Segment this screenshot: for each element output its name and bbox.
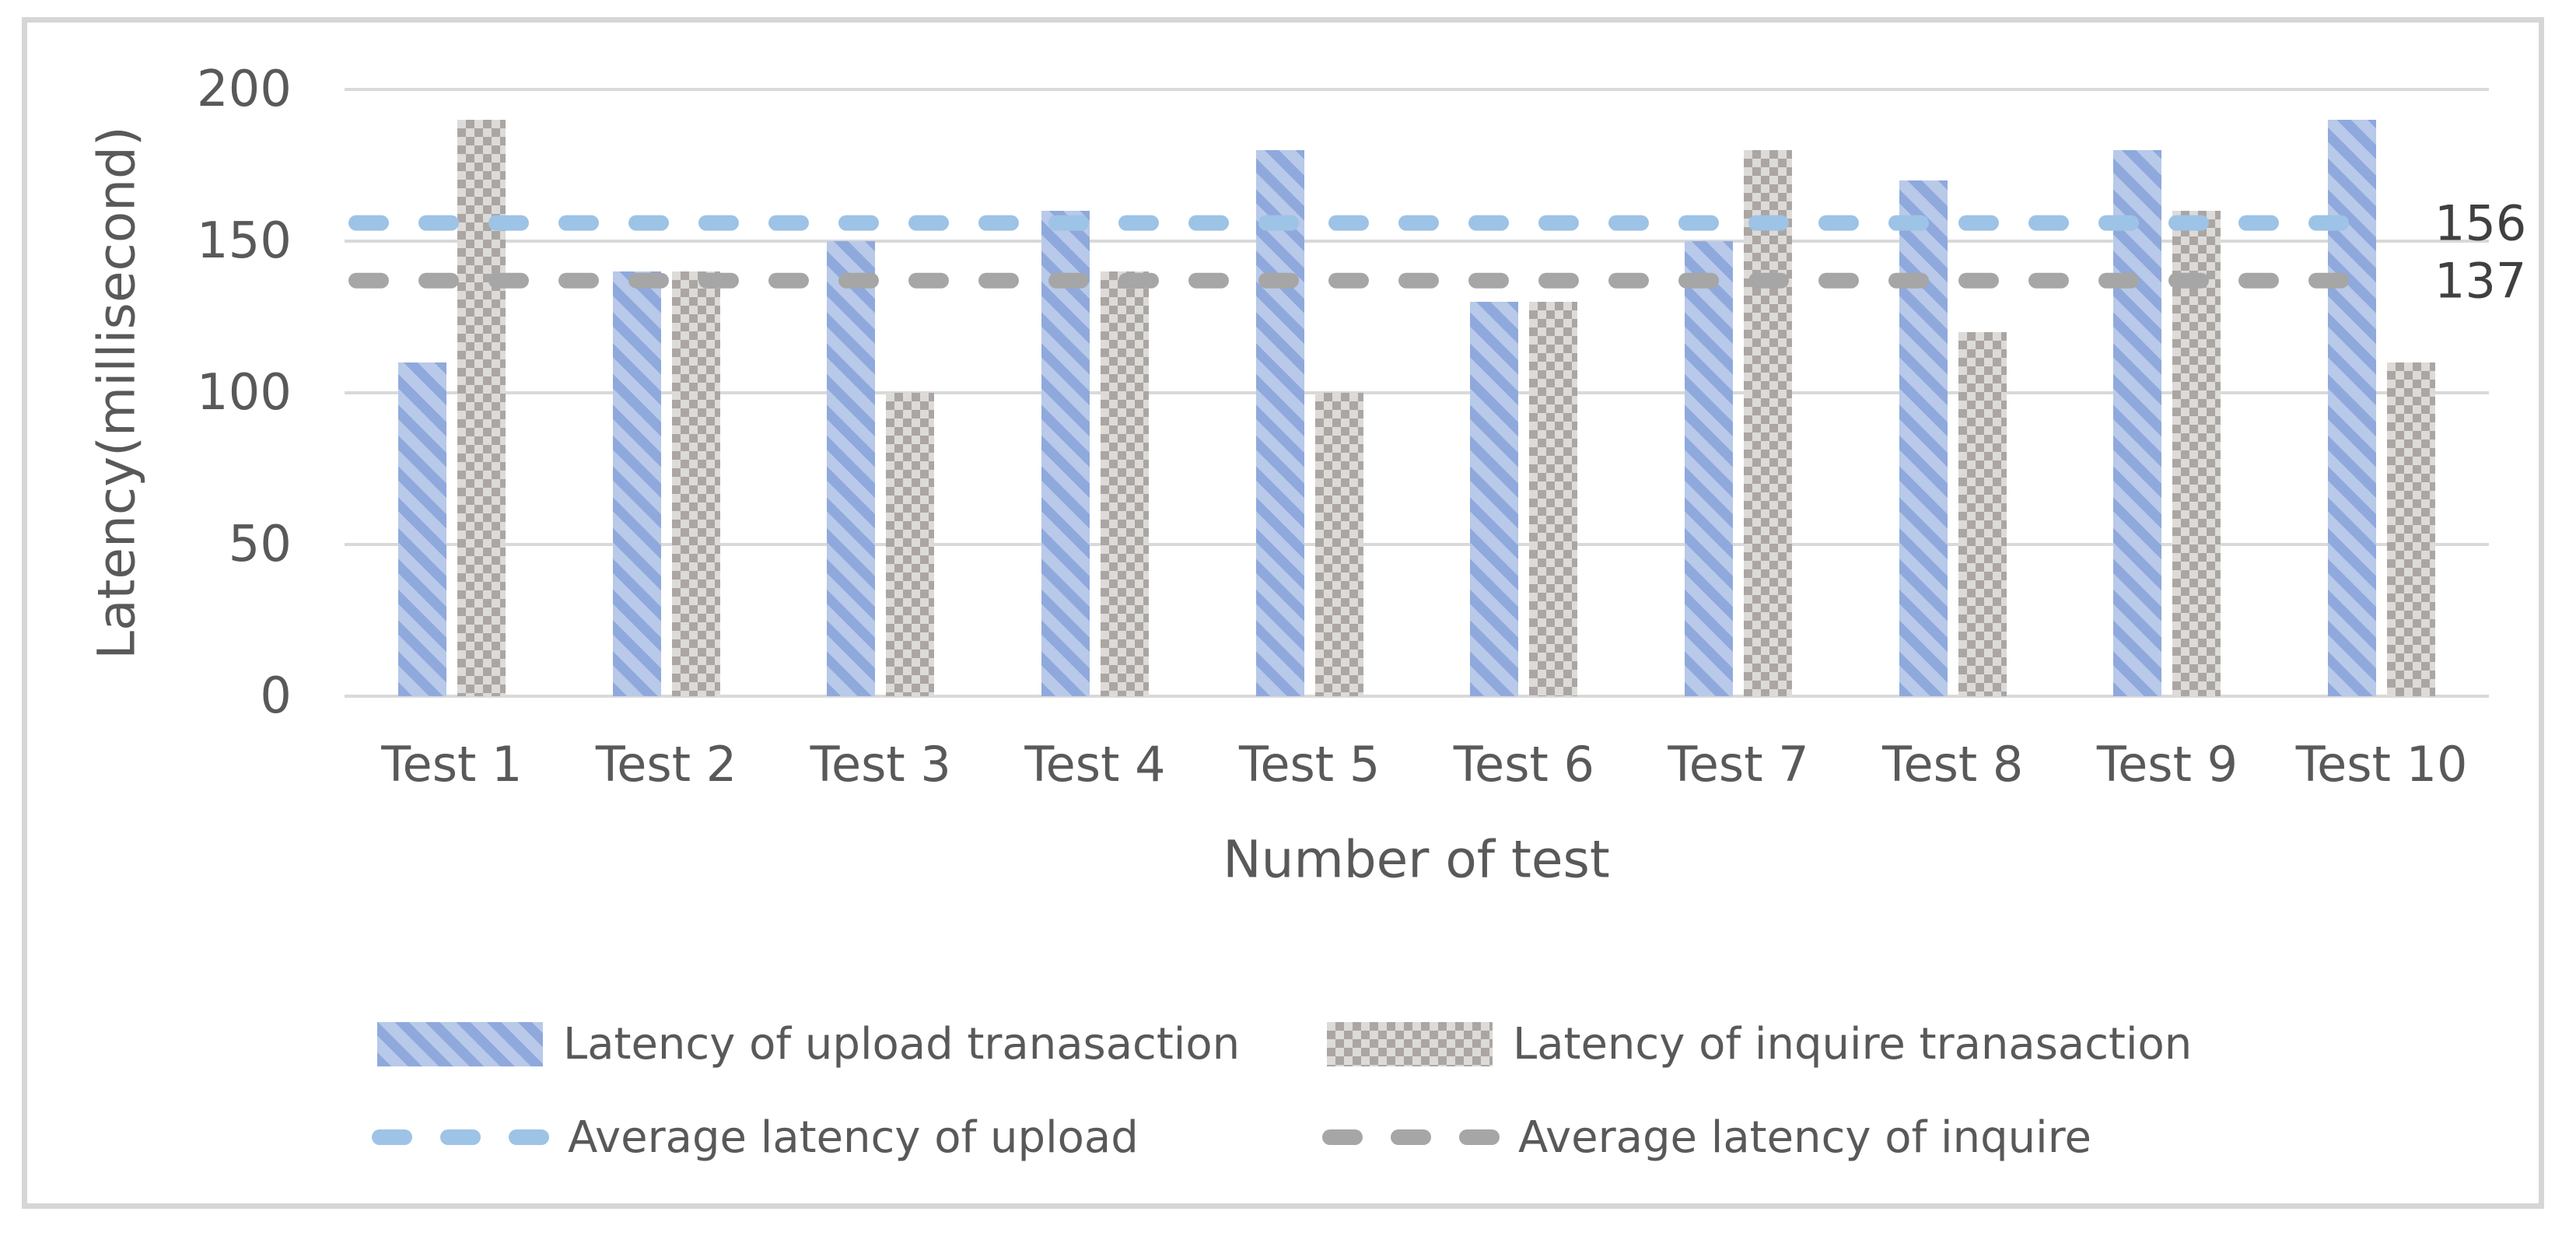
upload-bar-test-9: [2113, 150, 2162, 696]
legend-item-upload-bars: Latency of upload tranasaction: [377, 1013, 1240, 1075]
x-tick-label-2: Test 2: [595, 736, 737, 793]
x-axis-title: Number of test: [1223, 829, 1610, 890]
inquire-bar-test-8: [1958, 332, 2007, 696]
legend-label-average-upload: Average latency of upload: [568, 1112, 1139, 1163]
x-tick-label-5: Test 5: [1239, 736, 1381, 793]
inquire-bar-test-1: [457, 120, 506, 696]
x-tick-label-4: Test 4: [1024, 736, 1166, 793]
x-tick-label-9: Test 9: [2096, 736, 2238, 793]
x-tick-label-3: Test 3: [810, 736, 951, 793]
y-tick-label-0: 0: [260, 667, 292, 725]
inquire-bar-swatch: [1327, 1021, 1493, 1066]
legend-label-inquire-bars: Latency of inquire tranasaction: [1513, 1018, 2193, 1070]
gridline-y-150: [345, 240, 2489, 243]
average-inquire-swatch: [1322, 1129, 1500, 1145]
average-upload-value-label: 156: [2434, 194, 2527, 252]
y-tick-label-200: 200: [196, 61, 292, 118]
upload-bar-test-2: [612, 271, 661, 696]
legend-item-average-upload: Average latency of upload: [372, 1106, 1139, 1168]
legend-item-inquire-bars: Latency of inquire tranasaction: [1327, 1013, 2192, 1075]
x-tick-label-6: Test 6: [1453, 736, 1594, 793]
gridline-y-100: [345, 391, 2489, 394]
legend-label-average-inquire: Average latency of inquire: [1518, 1112, 2091, 1163]
x-tick-label-1: Test 1: [381, 736, 523, 793]
y-tick-label-100: 100: [196, 364, 292, 422]
inquire-bar-test-5: [1314, 393, 1363, 696]
gridline-y-200: [345, 88, 2489, 91]
upload-bar-test-8: [1899, 180, 1948, 696]
upload-bar-test-1: [397, 362, 446, 696]
average-upload-swatch: [372, 1129, 549, 1145]
inquire-bar-test-7: [1744, 150, 1793, 696]
inquire-bar-test-4: [1100, 271, 1149, 696]
inquire-bar-test-10: [2387, 362, 2436, 696]
average-inquire-value-label: 137: [2434, 252, 2527, 310]
upload-bar-test-3: [827, 241, 876, 696]
inquire-bar-test-9: [2172, 211, 2221, 696]
legend-item-average-inquire: Average latency of inquire: [1322, 1106, 2091, 1168]
x-tick-label-8: Test 8: [1882, 736, 2024, 793]
inquire-bar-test-3: [886, 393, 935, 696]
gridline-y-0: [345, 695, 2489, 698]
legend-label-upload-bars: Latency of upload tranasaction: [563, 1018, 1241, 1070]
inquire-bar-test-2: [671, 271, 720, 696]
upload-bar-test-5: [1255, 150, 1304, 696]
y-tick-label-50: 50: [228, 516, 292, 573]
gridline-y-50: [345, 543, 2489, 546]
upload-bar-swatch: [377, 1021, 543, 1066]
inquire-bar-test-6: [1529, 302, 1578, 696]
upload-bar-test-4: [1041, 211, 1090, 696]
upload-bar-test-10: [2328, 120, 2377, 696]
x-tick-label-7: Test 7: [1668, 736, 1809, 793]
upload-bar-test-6: [1470, 302, 1519, 696]
x-tick-label-10: Test 10: [2295, 736, 2468, 793]
y-tick-label-150: 150: [196, 212, 292, 270]
upload-bar-test-7: [1685, 241, 1734, 696]
